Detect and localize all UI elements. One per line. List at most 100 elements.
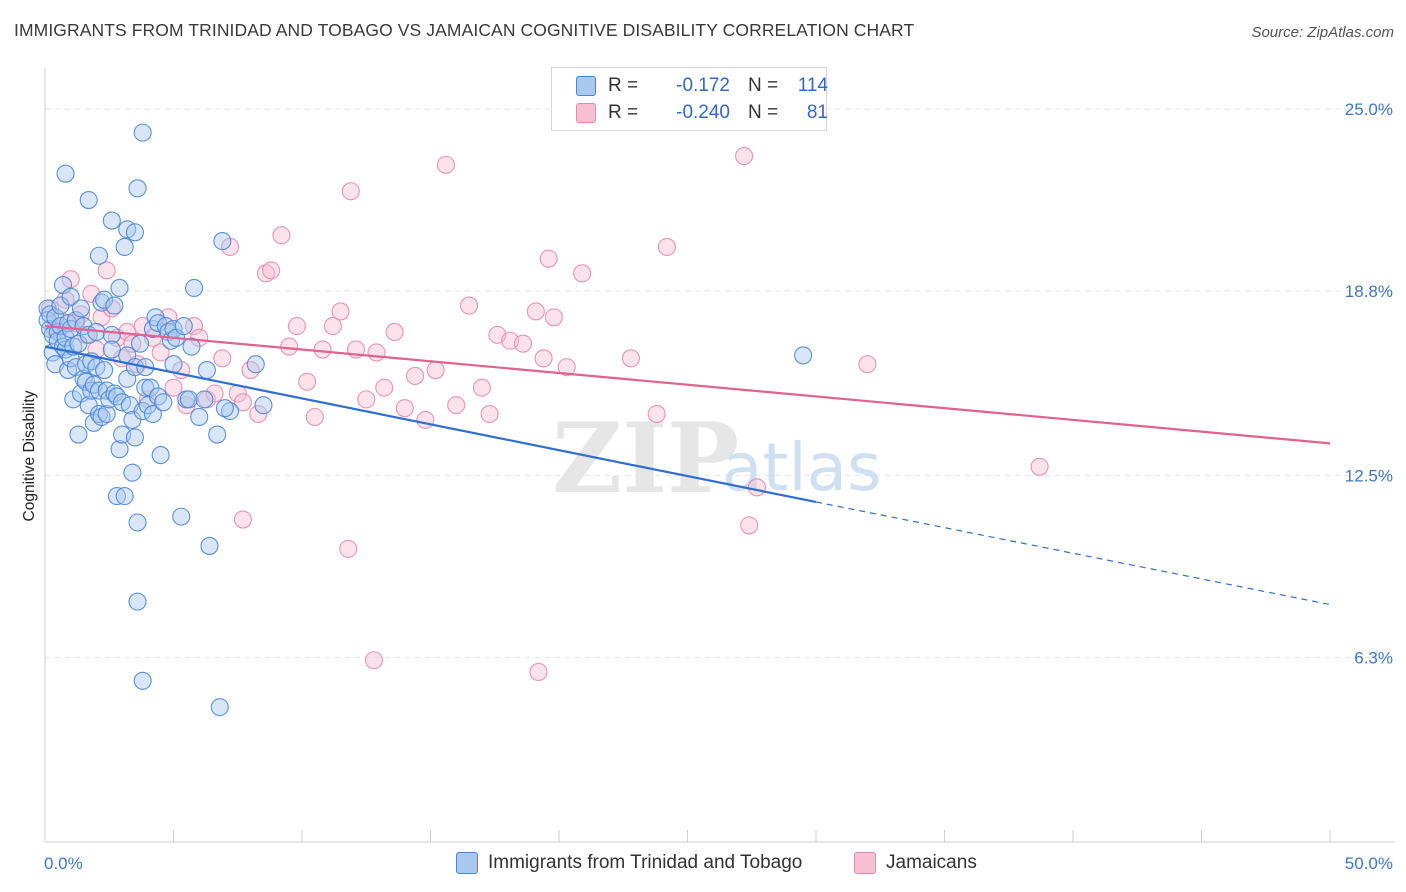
data-point-trinidad bbox=[151, 446, 170, 465]
legend-n-label: N = bbox=[748, 102, 779, 123]
series-trinidad-tobago bbox=[38, 123, 813, 717]
data-point-trinidad bbox=[71, 299, 91, 318]
data-point-jamaicans bbox=[364, 651, 384, 670]
data-point-jamaicans bbox=[323, 317, 342, 336]
data-point-jamaicans bbox=[734, 147, 754, 166]
data-point-trinidad bbox=[107, 487, 127, 506]
x-tick-label: 50.0% bbox=[1345, 854, 1393, 873]
data-point-jamaicans bbox=[395, 399, 414, 418]
data-point-jamaicans bbox=[97, 261, 116, 280]
data-point-jamaicans bbox=[357, 390, 376, 409]
data-point-trinidad bbox=[95, 361, 114, 380]
watermark-atlas: atlas bbox=[722, 429, 882, 506]
stats-legend: R = -0.172 N = 114 R = -0.240 N = 81 bbox=[551, 67, 828, 131]
data-point-trinidad bbox=[197, 361, 216, 380]
data-point-jamaicans bbox=[426, 361, 445, 380]
data-point-jamaicans bbox=[71, 305, 91, 324]
data-point-jamaicans bbox=[534, 349, 553, 368]
data-point-jamaicans bbox=[331, 302, 350, 321]
legend-swatch-pink bbox=[576, 103, 596, 123]
data-point-jamaicans bbox=[233, 510, 252, 529]
data-point-trinidad bbox=[220, 402, 240, 421]
data-point-jamaicans bbox=[385, 322, 404, 342]
legend-label-trinidad: Immigrants from Trinidad and Tobago bbox=[488, 852, 803, 873]
data-point-jamaicans bbox=[256, 264, 276, 283]
data-point-jamaicans bbox=[557, 358, 576, 377]
legend-item-jamaicans: Jamaicans bbox=[854, 852, 977, 874]
data-point-trinidad bbox=[208, 425, 227, 444]
data-point-trinidad bbox=[185, 278, 204, 298]
data-point-jamaicans bbox=[621, 349, 641, 368]
data-point-trinidad bbox=[125, 223, 144, 242]
legend-r-value: -0.240 bbox=[676, 102, 730, 123]
data-point-trinidad bbox=[200, 536, 219, 555]
data-point-jamaicans bbox=[56, 290, 75, 309]
data-point-jamaicans bbox=[241, 361, 260, 380]
data-point-jamaicans bbox=[205, 384, 224, 403]
data-point-jamaicans bbox=[573, 264, 592, 283]
data-point-trinidad bbox=[110, 278, 129, 298]
data-point-trinidad bbox=[92, 407, 111, 427]
data-point-jamaicans bbox=[151, 343, 170, 362]
data-point-jamaicans bbox=[287, 317, 306, 336]
data-point-jamaicans bbox=[447, 396, 466, 415]
data-point-trinidad bbox=[195, 390, 214, 409]
legend-r-label: R = bbox=[608, 75, 639, 96]
data-point-trinidad bbox=[61, 287, 80, 306]
data-point-trinidad bbox=[254, 396, 273, 415]
data-point-jamaicans bbox=[305, 407, 324, 427]
data-point-jamaicans bbox=[858, 355, 877, 374]
grid-lines bbox=[45, 108, 1395, 658]
data-point-jamaicans bbox=[164, 378, 183, 397]
data-point-trinidad bbox=[89, 404, 109, 424]
data-point-trinidad bbox=[125, 428, 144, 447]
legend-label-jamaicans: Jamaicans bbox=[886, 852, 977, 873]
data-point-trinidad bbox=[213, 232, 232, 251]
data-point-trinidad bbox=[110, 440, 129, 459]
legend-n-value: 114 bbox=[797, 75, 828, 96]
data-point-jamaicans bbox=[298, 372, 317, 391]
data-point-trinidad bbox=[215, 399, 234, 418]
data-point-jamaicans bbox=[313, 340, 332, 359]
data-point-trinidad bbox=[131, 334, 150, 353]
tick-labels: 6.3% 12.5% 18.8% 25.0% 0.0% 50.0% bbox=[44, 100, 1393, 873]
data-point-trinidad bbox=[182, 337, 201, 356]
legend-r-label: R = bbox=[608, 102, 639, 123]
data-point-trinidad bbox=[56, 164, 75, 183]
data-point-jamaicans bbox=[1030, 457, 1049, 476]
y-tick-label: 12.5% bbox=[1345, 467, 1393, 486]
data-point-trinidad bbox=[61, 349, 80, 368]
data-point-trinidad bbox=[136, 378, 155, 397]
data-point-trinidad bbox=[102, 325, 121, 344]
legend-n-value: 81 bbox=[806, 102, 828, 123]
data-point-jamaicans bbox=[262, 261, 281, 280]
data-point-trinidad bbox=[97, 404, 116, 424]
data-point-trinidad bbox=[164, 355, 183, 374]
y-tick-label: 6.3% bbox=[1354, 648, 1393, 667]
data-point-trinidad bbox=[246, 355, 265, 374]
data-point-jamaicans bbox=[341, 182, 360, 201]
data-point-jamaicans bbox=[339, 539, 358, 558]
axes bbox=[44, 68, 1395, 843]
data-point-trinidad bbox=[174, 317, 193, 336]
legend-row-pink: R = -0.240 N = 81 bbox=[576, 100, 828, 126]
series-legend: Immigrants from Trinidad and Tobago Jama… bbox=[0, 852, 1406, 878]
data-point-trinidad bbox=[794, 346, 813, 365]
trend-lines bbox=[44, 324, 1331, 606]
data-point-trinidad bbox=[115, 237, 134, 256]
trend-line-jamaicans bbox=[44, 324, 1331, 445]
data-point-trinidad bbox=[154, 393, 173, 412]
data-point-trinidad bbox=[190, 407, 209, 427]
data-point-jamaicans bbox=[436, 155, 455, 174]
watermark: ZIP atlas bbox=[552, 402, 882, 515]
data-point-jamaicans bbox=[249, 404, 268, 424]
legend-swatch-blue bbox=[576, 76, 596, 96]
data-point-trinidad bbox=[105, 296, 124, 315]
data-point-jamaicans bbox=[472, 378, 491, 397]
data-point-trinidad bbox=[128, 513, 147, 532]
data-point-jamaicans bbox=[213, 349, 232, 368]
data-point-jamaicans bbox=[647, 404, 666, 424]
data-point-jamaicans bbox=[657, 237, 676, 256]
data-point-trinidad bbox=[133, 402, 152, 421]
data-point-jamaicans bbox=[416, 410, 435, 429]
